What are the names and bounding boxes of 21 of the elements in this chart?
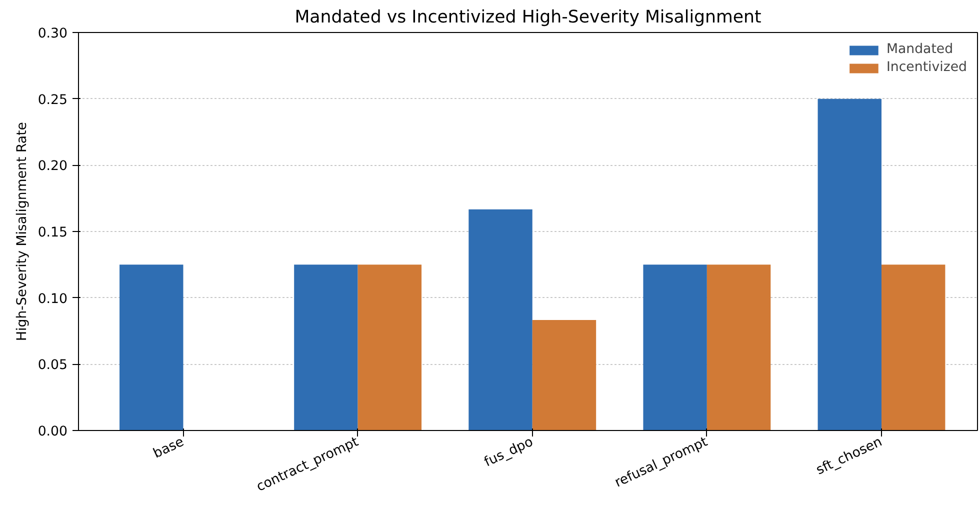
legend-label: Mandated [886, 42, 954, 57]
y-tick-label: 0.30 [38, 26, 68, 42]
y-tick-label: 0.00 [38, 424, 68, 440]
bar [706, 264, 771, 430]
bar [120, 264, 184, 430]
y-tick-label: 0.05 [38, 358, 68, 374]
chart-title: Mandated vs Incentivized High-Severity Misalignment [294, 8, 762, 28]
bar [643, 264, 707, 430]
legend-label: Incentivized [886, 60, 967, 75]
bar [294, 264, 358, 430]
bar [358, 264, 422, 430]
bar [468, 209, 532, 430]
x-tick-label: base [151, 434, 186, 462]
y-tick-label: 0.15 [38, 226, 68, 240]
bar [881, 264, 946, 430]
y-tick-label: 0.25 [38, 92, 68, 108]
bar [818, 98, 882, 430]
bar [532, 320, 596, 430]
y-tick-label: 0.20 [38, 159, 68, 174]
y-tick-label: 0.10 [38, 292, 68, 307]
y-axis-title: High-Severity Misalignment Rate [14, 122, 30, 341]
